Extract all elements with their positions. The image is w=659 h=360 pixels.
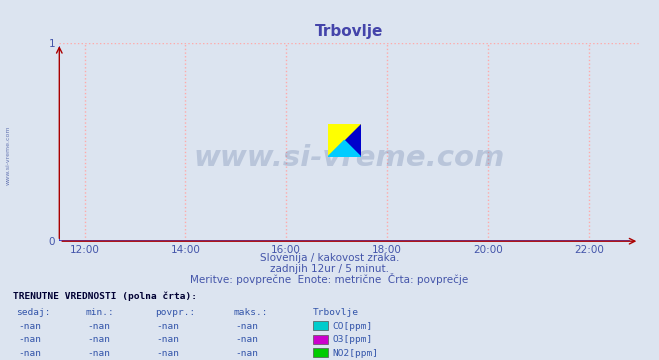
Text: Trbovlje: Trbovlje	[313, 308, 359, 317]
Text: www.si-vreme.com: www.si-vreme.com	[194, 144, 505, 172]
Text: min.:: min.:	[86, 308, 115, 317]
Text: -nan: -nan	[18, 349, 41, 358]
Text: sedaj:: sedaj:	[16, 308, 51, 317]
Text: -nan: -nan	[236, 322, 258, 331]
Text: zadnjih 12ur / 5 minut.: zadnjih 12ur / 5 minut.	[270, 264, 389, 274]
Text: -nan: -nan	[236, 349, 258, 358]
Text: Meritve: povprečne  Enote: metrične  Črta: povprečje: Meritve: povprečne Enote: metrične Črta:…	[190, 273, 469, 285]
Title: Trbovlje: Trbovlje	[315, 24, 384, 39]
Polygon shape	[328, 124, 360, 157]
Text: Slovenija / kakovost zraka.: Slovenija / kakovost zraka.	[260, 253, 399, 263]
Text: -nan: -nan	[157, 322, 179, 331]
Text: -nan: -nan	[157, 349, 179, 358]
Polygon shape	[328, 140, 360, 157]
Text: TRENUTNE VREDNOSTI (polna črta):: TRENUTNE VREDNOSTI (polna črta):	[13, 291, 197, 301]
Text: -nan: -nan	[236, 336, 258, 345]
Text: NO2[ppm]: NO2[ppm]	[333, 349, 379, 358]
Text: -nan: -nan	[88, 322, 110, 331]
Text: -nan: -nan	[157, 336, 179, 345]
Text: povpr.:: povpr.:	[155, 308, 195, 317]
Text: CO[ppm]: CO[ppm]	[333, 322, 373, 331]
Text: -nan: -nan	[88, 336, 110, 345]
Polygon shape	[328, 124, 360, 157]
Text: -nan: -nan	[88, 349, 110, 358]
Text: -nan: -nan	[18, 322, 41, 331]
Text: O3[ppm]: O3[ppm]	[333, 336, 373, 345]
Text: -nan: -nan	[18, 336, 41, 345]
Text: www.si-vreme.com: www.si-vreme.com	[5, 125, 11, 185]
Text: maks.:: maks.:	[234, 308, 268, 317]
